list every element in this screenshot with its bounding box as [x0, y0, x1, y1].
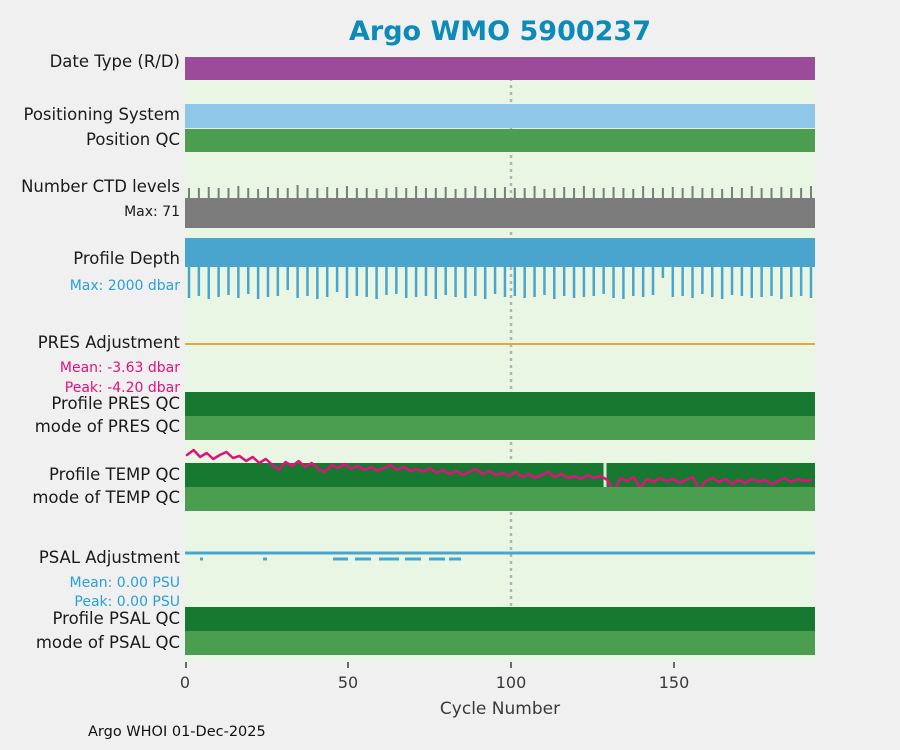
value-psal-mean: Mean: 0.00 PSU: [69, 575, 180, 591]
value-psal-peak: Peak: 0.00 PSU: [74, 594, 180, 610]
row-label-profile-temp-qc: Profile TEMP QC: [49, 465, 180, 484]
x-tick-label-0: 0: [179, 673, 191, 692]
plot-area: [185, 55, 815, 668]
band-n_ctd_levels: [185, 198, 815, 228]
status-bands-chart: [185, 57, 815, 668]
row-label-mode-pres-qc: mode of PRES QC: [34, 417, 180, 436]
row-label-ctd-levels: Number CTD levels: [21, 177, 180, 196]
band-position_qc: [185, 129, 815, 152]
row-label-pres-adjustment: PRES Adjustment: [37, 333, 180, 352]
x-tick-label-50: 50: [337, 673, 359, 692]
x-tick-label-150: 150: [658, 673, 690, 692]
temp-adjustment-trace: [185, 448, 813, 494]
temp-data-gap-marker: [603, 463, 607, 487]
band-mode_psal_qc: [185, 631, 815, 655]
page-title: Argo WMO 5900237: [349, 16, 651, 47]
band-date_type: [185, 57, 815, 80]
row-label-date-type: Date Type (R/D): [49, 52, 180, 71]
row-label-mode-temp-qc: mode of TEMP QC: [32, 488, 180, 507]
row-label-mode-psal-qc: mode of PSAL QC: [35, 633, 180, 652]
row-label-profile-psal-qc: Profile PSAL QC: [52, 609, 180, 628]
row-label-position-qc: Position QC: [86, 130, 180, 149]
band-mode_pres_qc: [185, 416, 815, 440]
value-depth-max: Max: 2000 dbar: [69, 278, 180, 294]
row-label-psal-adjustment: PSAL Adjustment: [38, 548, 180, 567]
x-tick-label-100: 100: [495, 673, 527, 692]
value-ctd-max: Max: 71: [124, 204, 180, 220]
band-mode_temp_qc: [185, 487, 815, 511]
value-pres-peak: Peak: -4.20 dbar: [64, 380, 180, 396]
row-label-profile-depth: Profile Depth: [73, 249, 180, 268]
band-positioning_system: [185, 104, 815, 128]
attribution-text: Argo WHOI 01-Dec-2025: [88, 724, 266, 740]
band-profile_depth: [185, 238, 815, 267]
row-label-positioning-system: Positioning System: [23, 105, 180, 124]
x-axis-title: Cycle Number: [439, 699, 561, 719]
band-profile_pres_qc: [185, 392, 815, 416]
row-label-profile-pres-qc: Profile PRES QC: [51, 394, 180, 413]
band-profile_psal_qc: [185, 607, 815, 631]
value-pres-mean: Mean: -3.63 dbar: [59, 360, 180, 376]
